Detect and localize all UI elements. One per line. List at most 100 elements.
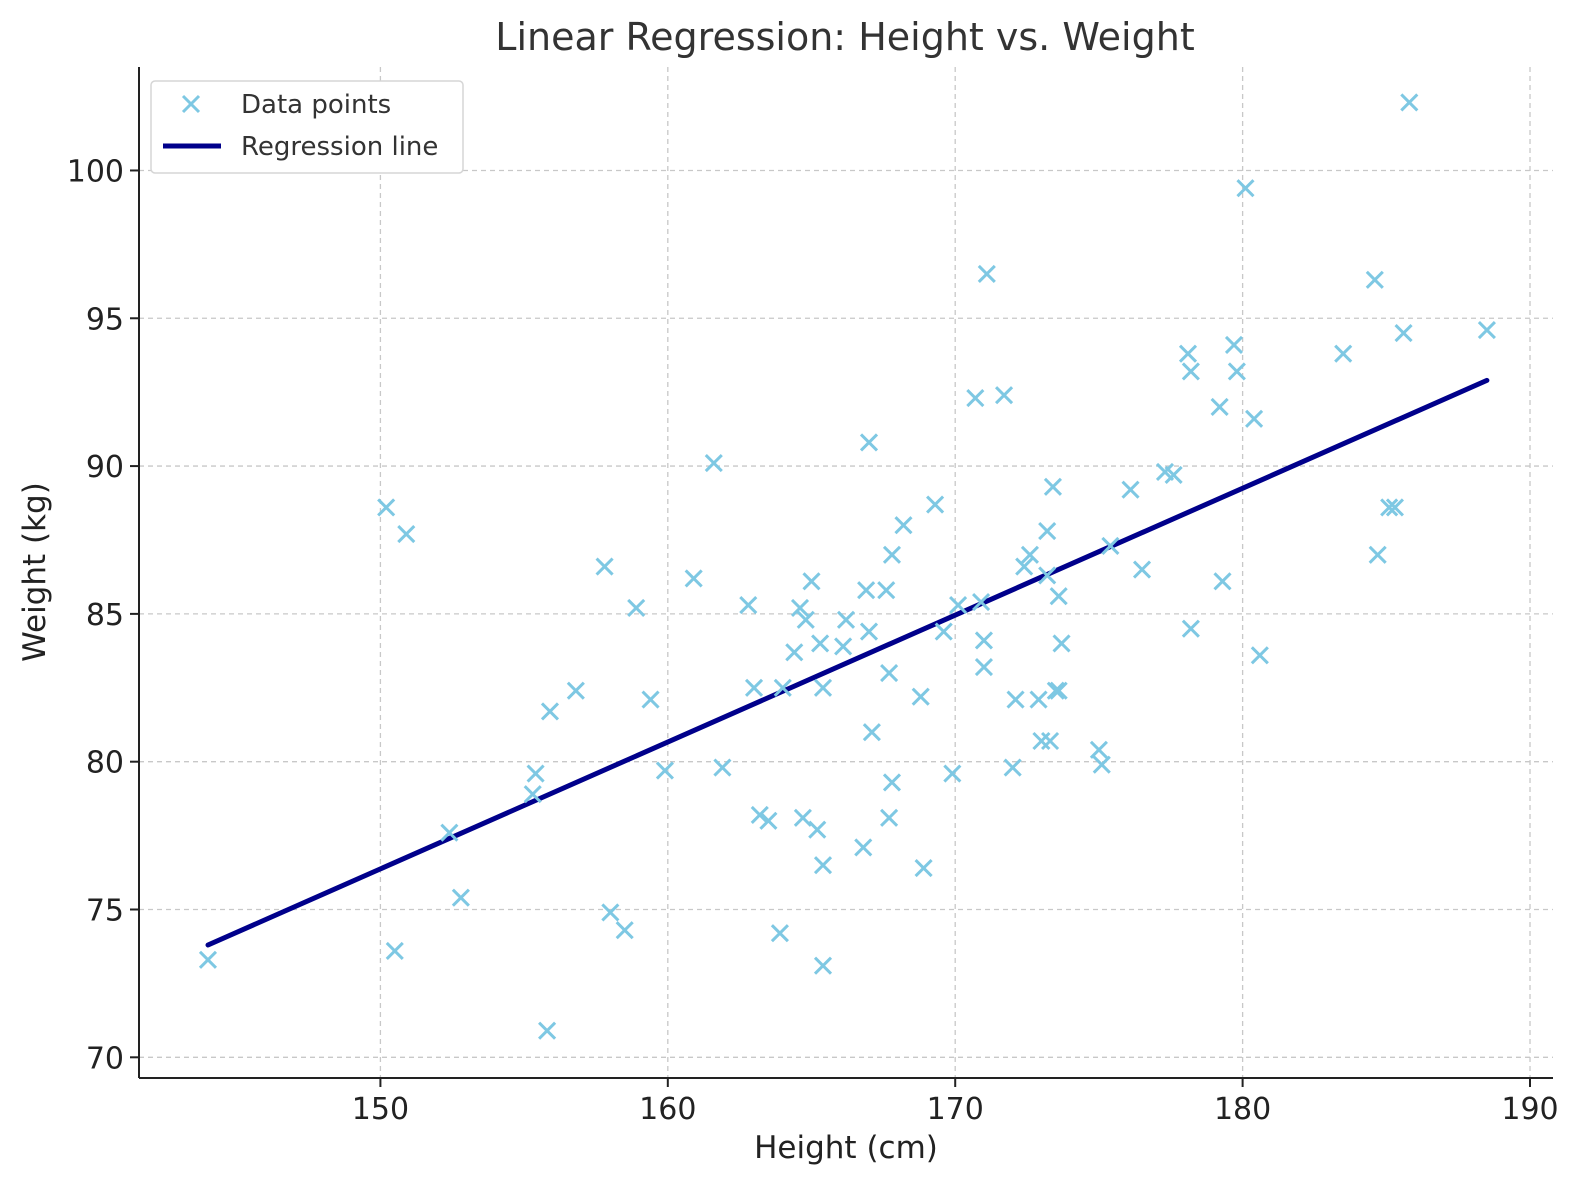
data-point <box>1224 335 1244 354</box>
data-point <box>1121 480 1140 499</box>
data-point <box>1049 681 1068 700</box>
data-point <box>862 723 881 742</box>
data-point <box>836 610 856 629</box>
data-point <box>859 622 879 641</box>
x-axis-label: Height (cm) <box>754 1130 938 1166</box>
data-point <box>1132 560 1152 579</box>
legend: Data points Regression line <box>150 80 464 174</box>
data-point <box>1040 731 1060 751</box>
legend-point-marker-icon <box>181 94 201 114</box>
data-point <box>744 678 764 697</box>
data-point <box>198 950 218 969</box>
y-tick-label: 95 <box>86 302 124 337</box>
y-axis-label: Weight (kg) <box>17 482 53 662</box>
data-point <box>793 808 812 827</box>
data-point <box>1029 690 1048 709</box>
legend-label-regression-line: Regression line <box>241 132 438 162</box>
x-tick-label: 150 <box>352 1092 409 1127</box>
x-tick-label: 180 <box>1214 1092 1271 1127</box>
data-point <box>540 702 560 721</box>
data-point <box>1052 634 1071 653</box>
regression-line-layer <box>205 377 1490 948</box>
data-point <box>882 773 902 792</box>
data-point <box>834 637 853 656</box>
data-point <box>1400 93 1419 112</box>
data-point <box>526 764 545 783</box>
legend-label-data-points: Data points <box>241 90 391 120</box>
data-point <box>377 498 396 517</box>
data-point <box>882 545 902 564</box>
data-point <box>926 495 945 514</box>
data-point <box>1210 397 1229 417</box>
x-tick-label: 170 <box>927 1092 984 1127</box>
data-point <box>1101 536 1120 555</box>
data-point <box>1477 321 1496 340</box>
data-point <box>859 433 879 452</box>
data-point <box>813 856 833 875</box>
data-point <box>934 622 953 641</box>
data-point <box>857 581 876 600</box>
data-point <box>854 838 873 857</box>
data-point <box>1020 545 1039 564</box>
legend-box <box>150 80 464 174</box>
data-point <box>974 631 994 650</box>
data-point <box>1245 409 1264 428</box>
data-point <box>972 593 991 612</box>
data-point <box>949 595 968 615</box>
data-point <box>601 903 620 922</box>
data-point <box>1038 566 1057 585</box>
data-point <box>523 785 542 804</box>
axis-ticks: 150 160 170 180 190 70 75 80 85 90 95 100 <box>67 154 1559 1127</box>
data-point <box>1365 270 1384 289</box>
data-point <box>1032 731 1051 751</box>
data-point <box>739 595 758 615</box>
data-point <box>977 264 996 283</box>
data-point <box>995 386 1014 405</box>
data-point <box>813 956 833 975</box>
data-point <box>655 761 674 780</box>
data-point <box>759 811 778 830</box>
data-point <box>1181 362 1200 381</box>
data-point <box>1368 545 1387 564</box>
data-point <box>615 921 634 940</box>
data-point <box>1038 522 1057 541</box>
data-point <box>684 569 703 588</box>
data-point <box>1213 572 1232 591</box>
data-points-layer <box>198 93 1496 1040</box>
data-point <box>914 859 933 878</box>
data-point <box>1181 619 1200 638</box>
data-point <box>785 643 804 662</box>
data-point <box>1334 344 1353 363</box>
grid-lines <box>139 67 1553 1078</box>
data-point <box>1250 646 1269 665</box>
data-point <box>1394 323 1413 343</box>
data-point <box>1385 498 1404 517</box>
chart-title: Linear Regression: Height vs. Weight <box>495 15 1194 59</box>
data-point <box>641 690 660 709</box>
x-tick-label: 160 <box>639 1092 696 1127</box>
y-tick-label: 85 <box>86 598 124 633</box>
data-point <box>385 941 404 960</box>
data-point <box>880 808 899 827</box>
y-tick-label: 75 <box>86 894 124 929</box>
data-point <box>880 663 899 683</box>
regression-line <box>205 377 1490 948</box>
data-point <box>811 634 830 653</box>
data-point <box>1015 557 1034 576</box>
data-point <box>770 924 789 943</box>
data-point <box>894 516 913 535</box>
data-point <box>802 572 821 591</box>
data-point <box>966 389 985 408</box>
data-point <box>1178 344 1198 363</box>
data-point <box>808 820 827 839</box>
data-point <box>1046 681 1065 700</box>
data-point <box>595 557 614 576</box>
data-point <box>911 687 930 706</box>
data-point <box>1164 465 1183 485</box>
data-point <box>1049 587 1068 606</box>
y-tick-label: 80 <box>86 746 124 781</box>
data-point <box>813 678 833 697</box>
data-point <box>1089 740 1108 759</box>
data-point <box>750 805 769 824</box>
